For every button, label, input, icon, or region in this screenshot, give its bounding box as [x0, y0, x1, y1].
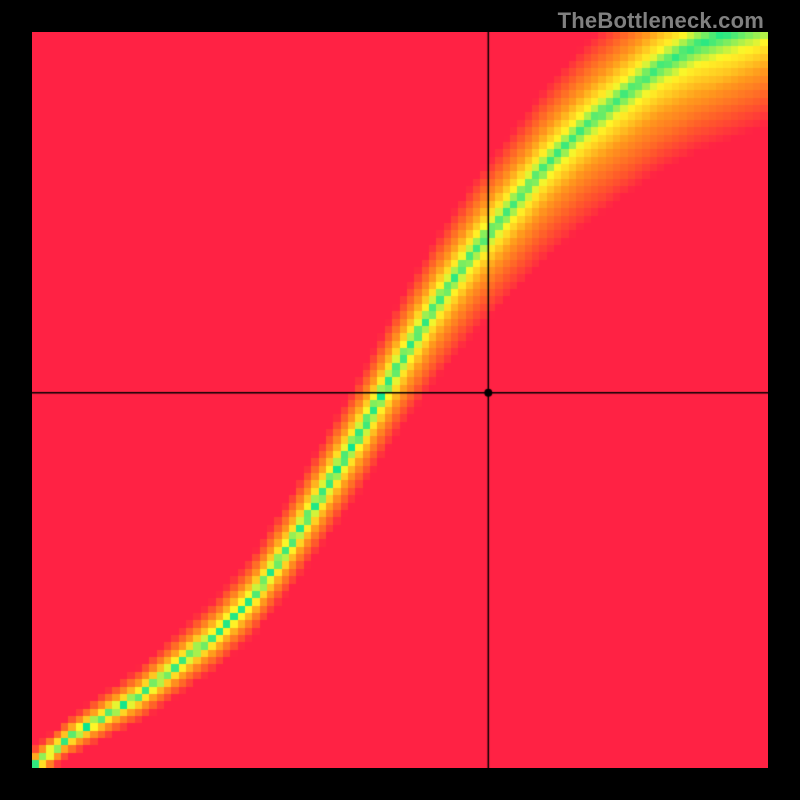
bottleneck-heatmap: [32, 32, 768, 768]
watermark-text: TheBottleneck.com: [558, 8, 764, 34]
